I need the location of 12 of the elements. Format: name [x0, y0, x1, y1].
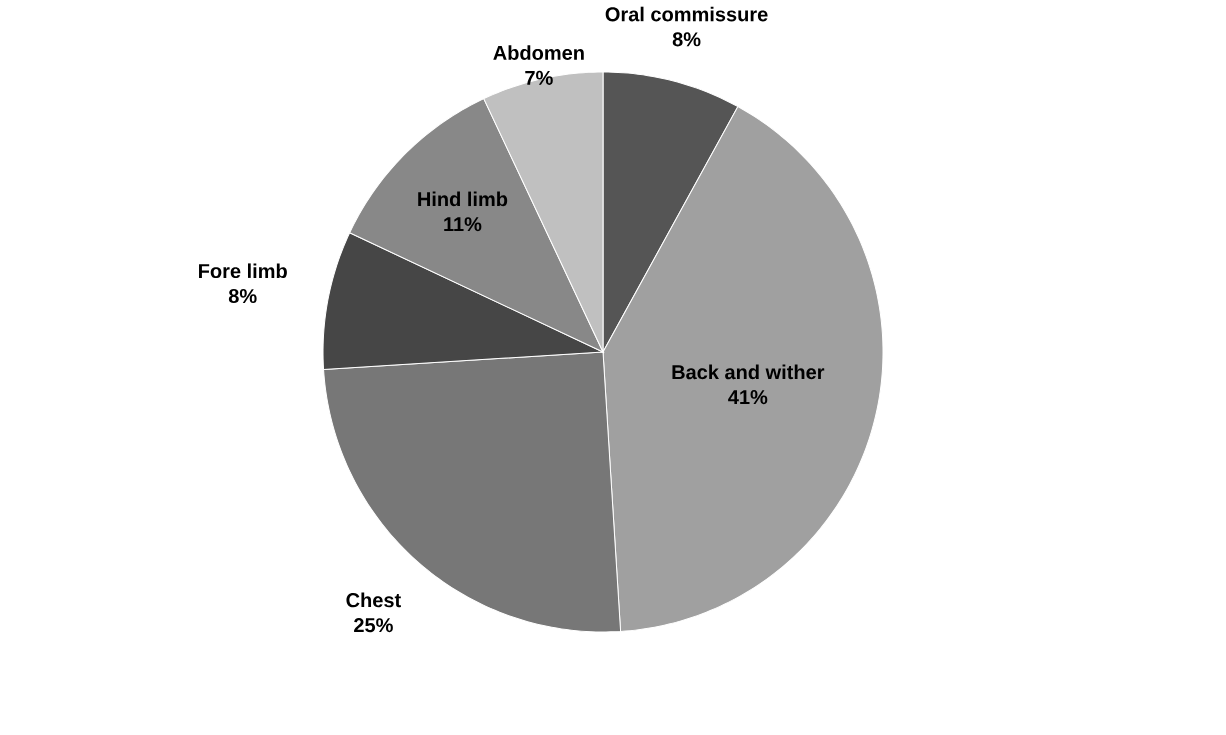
data-label: 25% [354, 618, 393, 633]
slice-label: Hind limb [418, 191, 508, 207]
data-label: 41% [728, 390, 768, 405]
slice-label: Oral commissure [605, 6, 768, 22]
data-label: 8% [672, 32, 701, 47]
data-label: 11% [444, 217, 482, 232]
data-label: 8% [228, 288, 257, 304]
slice-label: Back and wither [672, 364, 825, 380]
slice-label: Abdomen [493, 45, 584, 60]
data-label: 7% [525, 70, 553, 85]
slice-label: Chest [346, 592, 401, 608]
slice-label: Fore limb [199, 263, 287, 279]
